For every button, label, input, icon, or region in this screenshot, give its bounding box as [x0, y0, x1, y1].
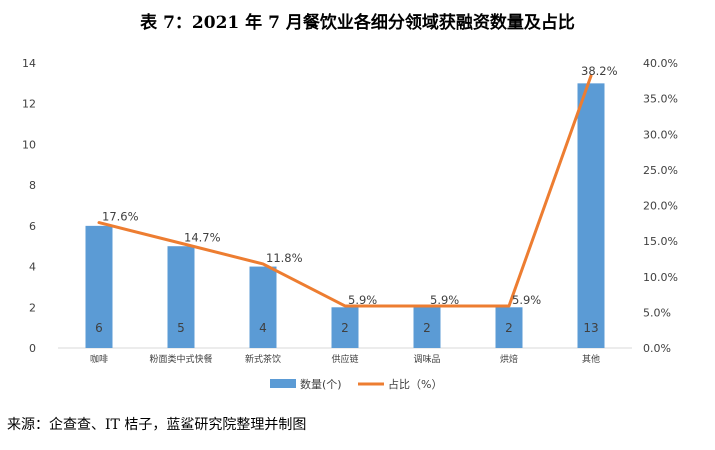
- line-value-label: 5.9%: [430, 293, 459, 307]
- y-left-tick-label: 14: [22, 57, 36, 70]
- bar-value-label: 4: [259, 321, 267, 335]
- line-labels: 17.6% 14.7% 11.8% 5.9% 5.9% 5.9% 38.2%: [102, 64, 618, 307]
- bar: [413, 307, 441, 348]
- bar-labels: 6 5 4 2 2 2 13: [95, 321, 598, 335]
- bars: [85, 83, 605, 348]
- bar-value-label: 5: [177, 321, 185, 335]
- chart-title: 表 7：2021 年 7 月餐饮业各细分领域获融资数量及占比: [140, 13, 575, 33]
- y-right-tick-label: 40.0%: [643, 57, 678, 70]
- x-tick-label: 咖啡: [90, 353, 108, 365]
- bar: [331, 307, 359, 348]
- x-tick-label: 新式茶饮: [245, 353, 281, 365]
- x-tick-label: 粉面类中式快餐: [149, 353, 212, 365]
- bar: [85, 225, 113, 348]
- y-right-tick-label: 35.0%: [643, 93, 678, 106]
- y-left-tick-label: 10: [22, 138, 36, 151]
- x-tick-label: 调味品: [413, 353, 440, 365]
- bar: [249, 266, 277, 348]
- line-value-label: 5.9%: [512, 293, 541, 307]
- bar: [167, 246, 195, 348]
- y-right-tick-label: 10.0%: [643, 271, 678, 284]
- axes: 0 2 4 6 8 10 12 14 0.0% 5.0% 10.0% 15.0% 20.0% 25.0% 3…: [22, 57, 678, 365]
- y-left-tick-label: 6: [29, 220, 36, 233]
- line-value-label: 17.6%: [102, 210, 139, 224]
- y-right-tick-label: 30.0%: [643, 128, 678, 141]
- y-right-tick-label: 20.0%: [643, 200, 678, 213]
- y-right-tick-label: 0.0%: [643, 342, 671, 355]
- x-tick-label: 其他: [582, 353, 600, 365]
- y-right-tick-label: 25.0%: [643, 164, 678, 177]
- y-left-tick-label: 12: [22, 98, 36, 111]
- line-series: [97, 74, 593, 308]
- bar-value-label: 13: [583, 321, 598, 335]
- y-left-tick-label: 0: [29, 342, 36, 355]
- legend-swatch-bar: [270, 379, 296, 388]
- y-right-tick-label: 5.0%: [643, 306, 671, 319]
- bar-value-label: 6: [95, 321, 103, 335]
- legend-label-bar: 数量(个): [300, 378, 342, 391]
- y-left-tick-label: 2: [29, 301, 36, 314]
- legend: 数量(个) 占比（%）: [270, 377, 442, 391]
- bar-value-label: 2: [505, 321, 513, 335]
- legend-label-line: 占比（%）: [388, 377, 442, 391]
- line-value-label: 11.8%: [266, 251, 303, 265]
- line-series-path: [97, 74, 593, 308]
- bar: [577, 83, 605, 348]
- source-note: 来源：企查查、IT 桔子，蓝鲨研究院整理并制图: [7, 417, 307, 433]
- line-value-label: 38.2%: [581, 64, 618, 78]
- bar: [495, 307, 523, 348]
- bar-value-label: 2: [423, 321, 431, 335]
- y-left-tick-label: 8: [29, 179, 36, 192]
- x-tick-label: 供应链: [331, 353, 358, 365]
- y-right-tick-label: 15.0%: [643, 235, 678, 248]
- bar-value-label: 2: [341, 321, 349, 335]
- line-value-label: 14.7%: [184, 230, 221, 244]
- x-tick-label: 烘焙: [500, 353, 518, 365]
- line-value-label: 5.9%: [348, 293, 377, 307]
- y-left-tick-label: 4: [29, 261, 36, 274]
